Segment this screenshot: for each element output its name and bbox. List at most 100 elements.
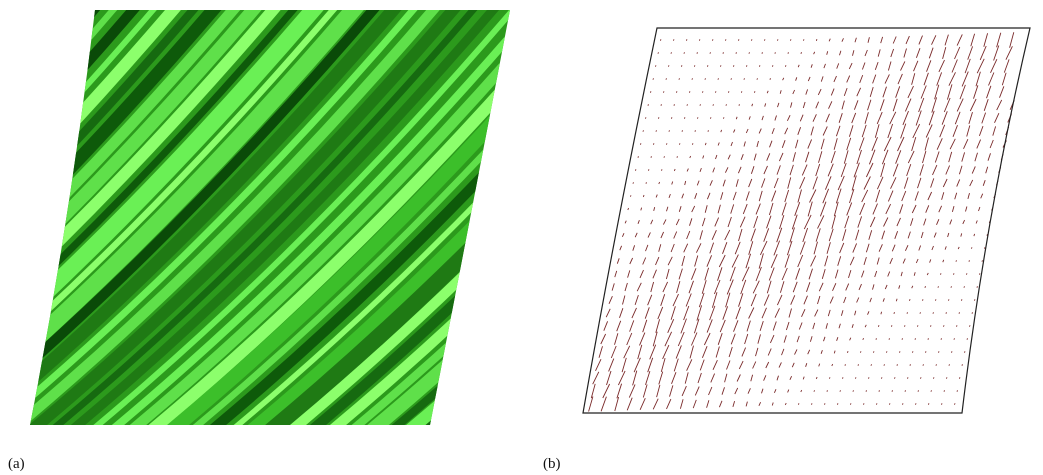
vector	[893, 99, 897, 111]
vector	[705, 78, 706, 79]
vector	[921, 232, 923, 238]
vector	[826, 114, 830, 122]
vector	[697, 181, 699, 186]
vector	[735, 388, 738, 394]
vector	[668, 257, 672, 265]
vector	[948, 233, 949, 237]
vector	[609, 359, 614, 372]
vector	[889, 338, 890, 339]
vector	[900, 204, 903, 213]
vector	[905, 390, 906, 391]
vector	[808, 202, 812, 217]
vector	[731, 334, 735, 345]
vector	[764, 166, 768, 174]
vector	[774, 389, 776, 393]
vector	[653, 78, 654, 79]
vector	[868, 37, 869, 42]
vector	[839, 113, 842, 123]
vector	[772, 403, 773, 406]
vector	[772, 191, 776, 202]
vector	[654, 207, 655, 211]
vector	[712, 292, 717, 307]
vector	[746, 402, 747, 407]
vector	[703, 156, 704, 159]
vector	[809, 269, 813, 280]
vector	[974, 234, 975, 236]
vector	[897, 218, 901, 226]
vector	[622, 233, 624, 237]
vector	[949, 152, 952, 162]
vector	[855, 38, 856, 42]
vector	[603, 384, 610, 398]
vector	[782, 203, 786, 216]
vector	[881, 163, 885, 177]
figure: (a) (b)	[0, 0, 1043, 475]
vector	[870, 87, 873, 97]
vector	[903, 111, 909, 125]
vector	[661, 358, 665, 372]
vector	[873, 204, 878, 215]
vector	[955, 193, 957, 200]
vector	[905, 99, 911, 112]
vector	[609, 296, 612, 304]
vector	[759, 402, 761, 406]
vector	[712, 39, 713, 40]
vector	[723, 242, 727, 254]
vector	[710, 117, 711, 118]
vector	[672, 372, 677, 384]
vector	[974, 299, 975, 300]
vector	[858, 364, 859, 365]
vector	[811, 256, 816, 267]
vector	[725, 39, 726, 40]
vector	[710, 243, 714, 254]
vector	[726, 104, 727, 105]
vector	[767, 153, 770, 160]
vector	[808, 77, 810, 81]
vector	[736, 179, 738, 187]
vector	[811, 127, 814, 136]
vector	[939, 60, 945, 72]
vector	[746, 129, 748, 133]
vector	[881, 37, 883, 43]
vector	[971, 34, 975, 47]
vector	[855, 377, 856, 378]
vector	[698, 373, 701, 383]
vector	[723, 180, 725, 187]
vector	[709, 387, 712, 395]
vector	[770, 141, 773, 148]
vector	[829, 229, 833, 241]
vector	[804, 215, 811, 229]
vector	[645, 307, 649, 318]
vector	[756, 348, 758, 356]
vector	[699, 293, 704, 307]
vector	[945, 246, 946, 249]
vector	[695, 387, 699, 396]
vector	[909, 299, 910, 301]
vector	[904, 177, 908, 188]
vector	[842, 38, 844, 41]
vector	[663, 345, 669, 359]
panel-label: (b)	[543, 456, 561, 472]
vector	[785, 190, 789, 202]
vector	[881, 312, 882, 315]
vector	[946, 377, 947, 378]
vector	[798, 255, 803, 267]
vector	[767, 216, 772, 229]
vector	[842, 101, 844, 110]
vector	[834, 351, 835, 354]
vector	[901, 272, 902, 276]
vector	[806, 152, 809, 162]
vector	[670, 385, 673, 396]
vector	[630, 195, 631, 196]
vector	[769, 203, 773, 215]
vector	[858, 216, 862, 227]
vector	[952, 351, 953, 352]
vector	[955, 112, 960, 124]
vector	[756, 204, 760, 215]
vector	[648, 232, 650, 237]
vector	[783, 78, 784, 80]
vector	[798, 65, 799, 67]
vector	[960, 85, 965, 99]
vector	[745, 334, 748, 344]
vector	[877, 177, 883, 189]
